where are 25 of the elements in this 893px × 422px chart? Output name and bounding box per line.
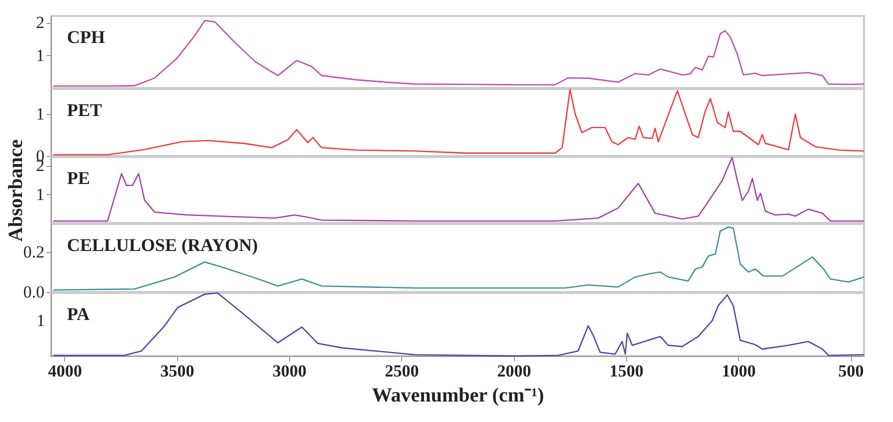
x-tick-label: 3500 <box>160 362 194 380</box>
line-series <box>52 20 865 87</box>
y-tick-label: 1 <box>36 46 44 65</box>
x-tick-label: 3000 <box>272 362 307 380</box>
y-tick-label: 1 <box>36 104 44 124</box>
text: PET <box>67 100 102 120</box>
x-tick-label: 1500 <box>609 362 644 380</box>
x-axis-title: Wavenumber (cm⁻¹) <box>372 384 544 406</box>
x-tick-label: 500 <box>838 362 864 380</box>
text: PA <box>67 304 90 324</box>
text: CELLULOSE (RAYON) <box>67 235 258 255</box>
line-series <box>52 156 865 222</box>
y-tick-label: 1 <box>36 184 44 204</box>
x-tick-label: 4000 <box>48 362 82 380</box>
line-series <box>52 88 865 156</box>
line-series <box>52 226 865 291</box>
y-axis-title: Absorbance <box>5 139 27 242</box>
y-tick-label: 2 <box>36 13 44 32</box>
text: CPH <box>67 27 105 47</box>
x-tick-label: 2000 <box>497 362 532 380</box>
x-tick-label: 2500 <box>384 362 419 380</box>
x-tick-label: 1000 <box>722 362 756 380</box>
text: PE <box>67 168 90 188</box>
y-tick-label: 0.2 <box>23 242 44 262</box>
y-tick-label: 0.0 <box>23 282 44 302</box>
